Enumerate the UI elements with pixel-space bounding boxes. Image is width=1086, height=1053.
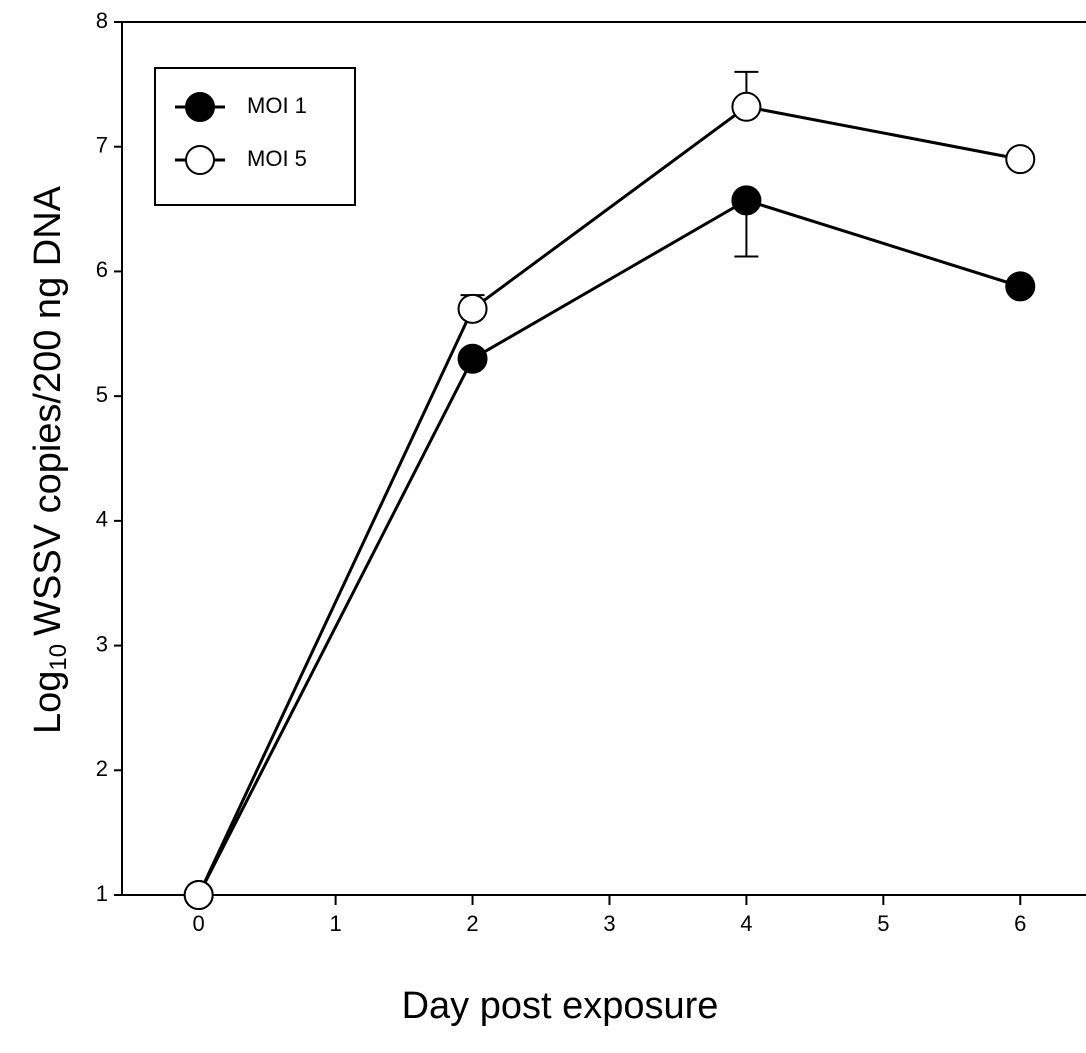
- data-point: [731, 91, 762, 122]
- legend-marker: [185, 92, 215, 122]
- data-point: [183, 880, 214, 910]
- data-point: [457, 343, 488, 374]
- data-point: [731, 185, 762, 216]
- y-tick-label: 1: [96, 881, 108, 906]
- legend: MOI 1 MOI 5: [154, 67, 356, 206]
- y-axis-title: Log10 WSSV copies/200 ng DNA: [27, 185, 72, 734]
- x-tick-label: 1: [329, 911, 341, 936]
- legend-label: MOI 5: [247, 146, 307, 171]
- x-tick-label: 4: [740, 911, 752, 936]
- y-tick-label: 5: [96, 382, 108, 407]
- y-tick-label: 3: [96, 631, 108, 656]
- x-axis-title: Day post exposure: [402, 985, 719, 1027]
- y-tick-label: 8: [96, 8, 108, 33]
- y-tick-label: 4: [96, 507, 108, 532]
- series-line: [197, 198, 1021, 896]
- y-axis-title-part: WSSV copies/200 ng DNA: [27, 185, 69, 636]
- legend-box: [154, 67, 356, 206]
- y-tick-label: 7: [96, 133, 108, 158]
- x-tick-label: 2: [466, 911, 478, 936]
- y-axis-title-part: Log: [27, 671, 69, 734]
- data-point: [1005, 144, 1036, 175]
- series-line: [197, 105, 1021, 896]
- y-axis-title-subscript: 10: [45, 644, 72, 671]
- x-tick-label: 6: [1014, 911, 1026, 936]
- x-tick-label: 5: [877, 911, 889, 936]
- x-tick-label: 3: [603, 911, 615, 936]
- y-tick-label: 2: [96, 756, 108, 781]
- x-tick-label: 0: [193, 911, 205, 936]
- data-point: [1005, 271, 1036, 302]
- legend-label: MOI 1: [247, 93, 307, 118]
- data-point: [457, 293, 488, 324]
- y-tick-label: 6: [96, 257, 108, 282]
- legend-marker: [185, 145, 215, 175]
